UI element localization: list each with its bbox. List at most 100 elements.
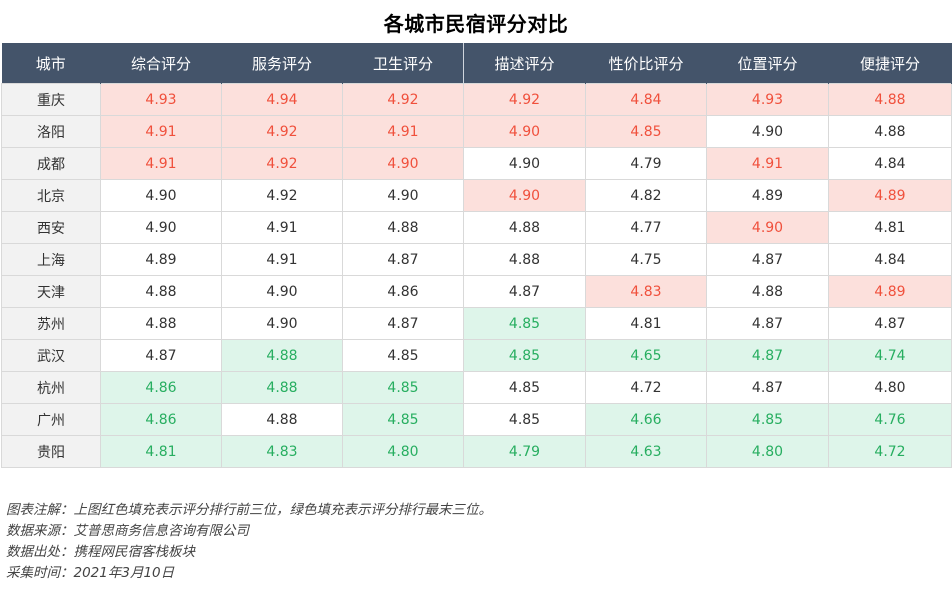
score-cell-value: 4.65 (585, 339, 707, 372)
score-cell-convenience: 4.88 (828, 115, 952, 148)
score-cell-service: 4.88 (221, 339, 343, 372)
score-cell-service: 4.88 (221, 403, 343, 436)
score-cell-overall: 4.90 (100, 211, 222, 244)
score-cell-overall: 4.91 (100, 147, 222, 180)
score-cell-value: 4.81 (585, 307, 707, 340)
city-cell: 贵阳 (1, 435, 101, 468)
header-hygiene: 卫生评分 (342, 43, 464, 84)
score-cell-value: 4.63 (585, 435, 707, 468)
table-row: 北京 4.90 4.92 4.90 4.90 4.82 4.89 4.89 (1, 179, 952, 212)
table-row: 洛阳 4.91 4.92 4.91 4.90 4.85 4.90 4.88 (1, 115, 952, 148)
header-value: 性价比评分 (585, 43, 707, 84)
score-cell-description: 4.85 (463, 403, 586, 436)
header-city: 城市 (1, 43, 101, 84)
score-cell-location: 4.93 (706, 83, 829, 116)
score-cell-convenience: 4.76 (828, 403, 952, 436)
table-row: 重庆 4.93 4.94 4.92 4.92 4.84 4.93 4.88 (1, 83, 952, 116)
score-cell-value: 4.83 (585, 275, 707, 308)
table-row: 上海 4.89 4.91 4.87 4.88 4.75 4.87 4.84 (1, 243, 952, 276)
score-cell-description: 4.88 (463, 211, 586, 244)
score-cell-service: 4.92 (221, 115, 343, 148)
score-cell-overall: 4.90 (100, 179, 222, 212)
header-convenience: 便捷评分 (828, 43, 952, 84)
score-cell-description: 4.85 (463, 371, 586, 404)
score-cell-location: 4.91 (706, 147, 829, 180)
score-cell-overall: 4.88 (100, 275, 222, 308)
score-cell-service: 4.94 (221, 83, 343, 116)
header-location: 位置评分 (706, 43, 829, 84)
score-cell-service: 4.90 (221, 307, 343, 340)
score-cell-convenience: 4.84 (828, 243, 952, 276)
score-cell-description: 4.92 (463, 83, 586, 116)
score-cell-service: 4.83 (221, 435, 343, 468)
score-cell-service: 4.91 (221, 243, 343, 276)
score-cell-value: 4.77 (585, 211, 707, 244)
note-origin: 数据出处：携程网民宿客栈板块 (6, 544, 195, 560)
score-cell-description: 4.90 (463, 147, 586, 180)
table-row: 广州 4.86 4.88 4.85 4.85 4.66 4.85 4.76 (1, 403, 952, 436)
score-cell-description: 4.87 (463, 275, 586, 308)
score-cell-value: 4.84 (585, 83, 707, 116)
city-cell: 北京 (1, 179, 101, 212)
score-cell-location: 4.87 (706, 243, 829, 276)
city-cell: 苏州 (1, 307, 101, 340)
city-cell: 武汉 (1, 339, 101, 372)
score-cell-service: 4.92 (221, 147, 343, 180)
score-cell-description: 4.88 (463, 243, 586, 276)
score-cell-location: 4.90 (706, 211, 829, 244)
city-cell: 广州 (1, 403, 101, 436)
score-cell-hygiene: 4.87 (342, 243, 464, 276)
score-cell-location: 4.80 (706, 435, 829, 468)
score-cell-hygiene: 4.90 (342, 147, 464, 180)
score-cell-overall: 4.88 (100, 307, 222, 340)
chart-notes: 图表注解：上图红色填充表示评分排行前三位，绿色填充表示评分排行最末三位。 数据来… (6, 500, 492, 584)
score-cell-overall: 4.89 (100, 243, 222, 276)
score-cell-service: 4.92 (221, 179, 343, 212)
header-service: 服务评分 (221, 43, 343, 84)
score-cell-overall: 4.86 (100, 403, 222, 436)
score-cell-convenience: 4.80 (828, 371, 952, 404)
score-cell-convenience: 4.74 (828, 339, 952, 372)
city-cell: 西安 (1, 211, 101, 244)
score-cell-location: 4.90 (706, 115, 829, 148)
score-cell-convenience: 4.84 (828, 147, 952, 180)
score-cell-convenience: 4.72 (828, 435, 952, 468)
score-cell-overall: 4.93 (100, 83, 222, 116)
score-cell-hygiene: 4.88 (342, 211, 464, 244)
score-cell-location: 4.88 (706, 275, 829, 308)
note-source: 数据来源：艾普思商务信息咨询有限公司 (6, 523, 249, 539)
city-cell: 杭州 (1, 371, 101, 404)
score-cell-overall: 4.91 (100, 115, 222, 148)
score-cell-value: 4.79 (585, 147, 707, 180)
city-cell: 重庆 (1, 83, 101, 116)
score-cell-overall: 4.86 (100, 371, 222, 404)
score-cell-hygiene: 4.92 (342, 83, 464, 116)
rating-table: 城市 综合评分 服务评分 卫生评分 描述评分 性价比评分 位置评分 便捷评分 重… (1, 43, 952, 468)
score-cell-hygiene: 4.86 (342, 275, 464, 308)
table-row: 成都 4.91 4.92 4.90 4.90 4.79 4.91 4.84 (1, 147, 952, 180)
score-cell-description: 4.90 (463, 179, 586, 212)
score-cell-description: 4.85 (463, 307, 586, 340)
score-cell-hygiene: 4.91 (342, 115, 464, 148)
score-cell-convenience: 4.81 (828, 211, 952, 244)
table-body: 重庆 4.93 4.94 4.92 4.92 4.84 4.93 4.88 洛阳 4.91 4.92… (1, 83, 952, 468)
score-cell-value: 4.72 (585, 371, 707, 404)
score-cell-description: 4.85 (463, 339, 586, 372)
score-cell-location: 4.89 (706, 179, 829, 212)
city-cell: 成都 (1, 147, 101, 180)
table-row: 贵阳 4.81 4.83 4.80 4.79 4.63 4.80 4.72 (1, 435, 952, 468)
score-cell-convenience: 4.89 (828, 179, 952, 212)
header-row: 城市 综合评分 服务评分 卫生评分 描述评分 性价比评分 位置评分 便捷评分 (1, 43, 952, 84)
score-cell-service: 4.91 (221, 211, 343, 244)
score-cell-convenience: 4.89 (828, 275, 952, 308)
score-cell-location: 4.87 (706, 339, 829, 372)
note-annotation: 图表注解：上图红色填充表示评分排行前三位，绿色填充表示评分排行最末三位。 (6, 502, 492, 518)
score-cell-hygiene: 4.85 (342, 403, 464, 436)
score-cell-value: 4.66 (585, 403, 707, 436)
score-cell-description: 4.79 (463, 435, 586, 468)
header-overall: 综合评分 (100, 43, 222, 84)
header-description: 描述评分 (463, 43, 586, 84)
chart-title: 各城市民宿评分对比 (383, 12, 569, 36)
score-cell-overall: 4.87 (100, 339, 222, 372)
